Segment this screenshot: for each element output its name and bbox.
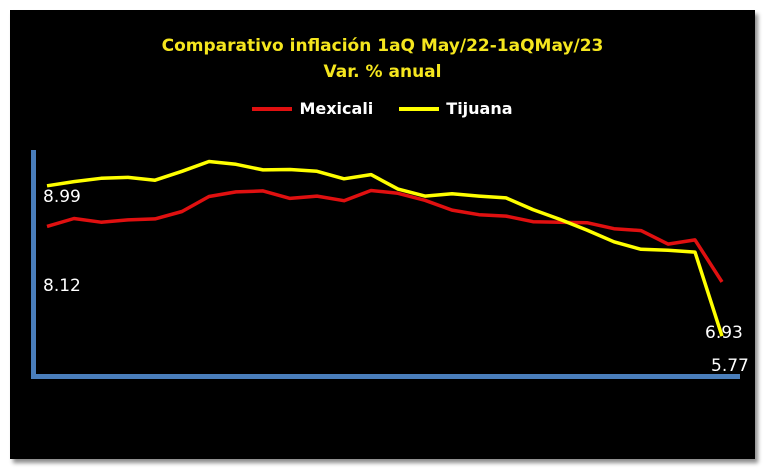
legend-label-mexicali: Mexicali	[299, 99, 374, 118]
legend-item-mexicali: Mexicali	[252, 99, 373, 118]
series-line-tijuana	[46, 159, 724, 337]
x-tick-start-line1: 1Q May	[20, 399, 76, 415]
data-label-tijuana-first: 8.99	[43, 187, 81, 207]
x-tick-start-line2: 2022	[20, 419, 56, 435]
chart-title: Comparativo inflación 1aQ May/22-1aQMay/…	[161, 36, 604, 56]
legend-item-tijuana: Tijuana	[399, 99, 513, 118]
x-tick-label-start: 1Q May 2022	[20, 397, 75, 437]
chart-subtitle: Var. % anual	[323, 62, 442, 82]
legend: Mexicali Tijuana	[10, 99, 755, 118]
series-line-mexicali	[46, 188, 724, 283]
data-label-mexicali-last: 6.93	[705, 323, 743, 343]
legend-label-tijuana: Tijuana	[446, 99, 513, 118]
x-tick-end-line2: 2023	[714, 419, 751, 435]
data-label-mexicali-first: 8.12	[43, 276, 81, 296]
legend-swatch-tijuana	[399, 106, 440, 111]
legend-swatch-mexicali	[252, 106, 293, 111]
data-label-tijuana-last: 5.77	[711, 356, 749, 376]
chart-frame	[10, 10, 755, 459]
x-tick-end-line1: 1Q May	[695, 399, 751, 415]
x-axis-line	[31, 374, 740, 379]
y-axis-line	[31, 150, 36, 379]
x-tick-label-end: 1Q May 2023	[695, 397, 750, 437]
